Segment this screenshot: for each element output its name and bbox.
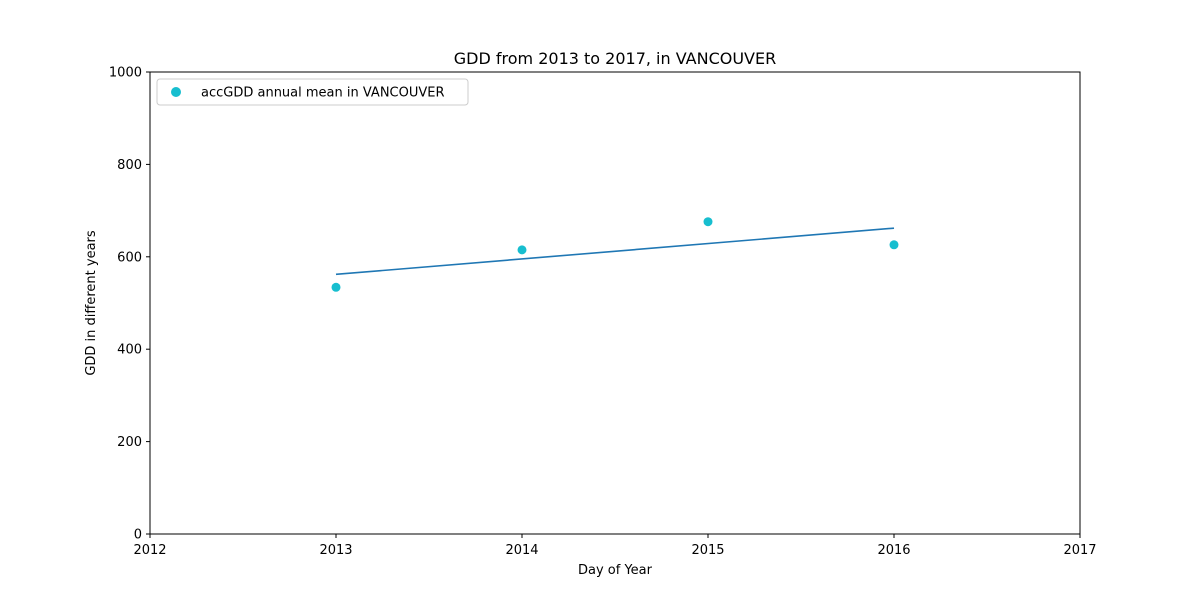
data-point [703, 217, 713, 227]
data-point [331, 282, 341, 292]
trend-layer [335, 227, 895, 276]
x-tick-label: 2017 [1063, 543, 1096, 558]
y-tick-label: 600 [117, 250, 142, 265]
x-tick-label: 2012 [133, 543, 166, 558]
x-tick-label: 2013 [319, 543, 352, 558]
y-tick-label: 0 [134, 528, 142, 543]
x-axis-label: Day of Year [578, 563, 653, 578]
y-axis-ticks: 0 200 400 600 800 1000 [109, 66, 150, 543]
data-point [517, 245, 527, 255]
trend-line [335, 227, 895, 276]
y-tick-label: 400 [117, 343, 142, 358]
legend-box [156, 78, 469, 106]
plot-frame [149, 71, 1081, 535]
chart-title: GDD from 2013 to 2017, in VANCOUVER [454, 49, 776, 68]
points-layer [331, 217, 899, 292]
y-axis-label: GDD in different years [84, 230, 99, 376]
x-tick-label: 2016 [877, 543, 910, 558]
x-axis-ticks: 2012 2013 2014 2015 2016 2017 [133, 534, 1097, 558]
y-tick-label: 1000 [109, 66, 142, 81]
x-tick-label: 2014 [505, 543, 538, 558]
legend: accGDD annual mean in VANCOUVER [156, 78, 469, 106]
y-tick-label: 800 [117, 158, 142, 173]
legend-label: accGDD annual mean in VANCOUVER [201, 86, 445, 101]
y-tick-label: 200 [117, 435, 142, 450]
plot-area [150, 72, 1080, 534]
data-point [889, 240, 899, 250]
x-tick-label: 2015 [691, 543, 724, 558]
legend-marker [171, 87, 181, 97]
